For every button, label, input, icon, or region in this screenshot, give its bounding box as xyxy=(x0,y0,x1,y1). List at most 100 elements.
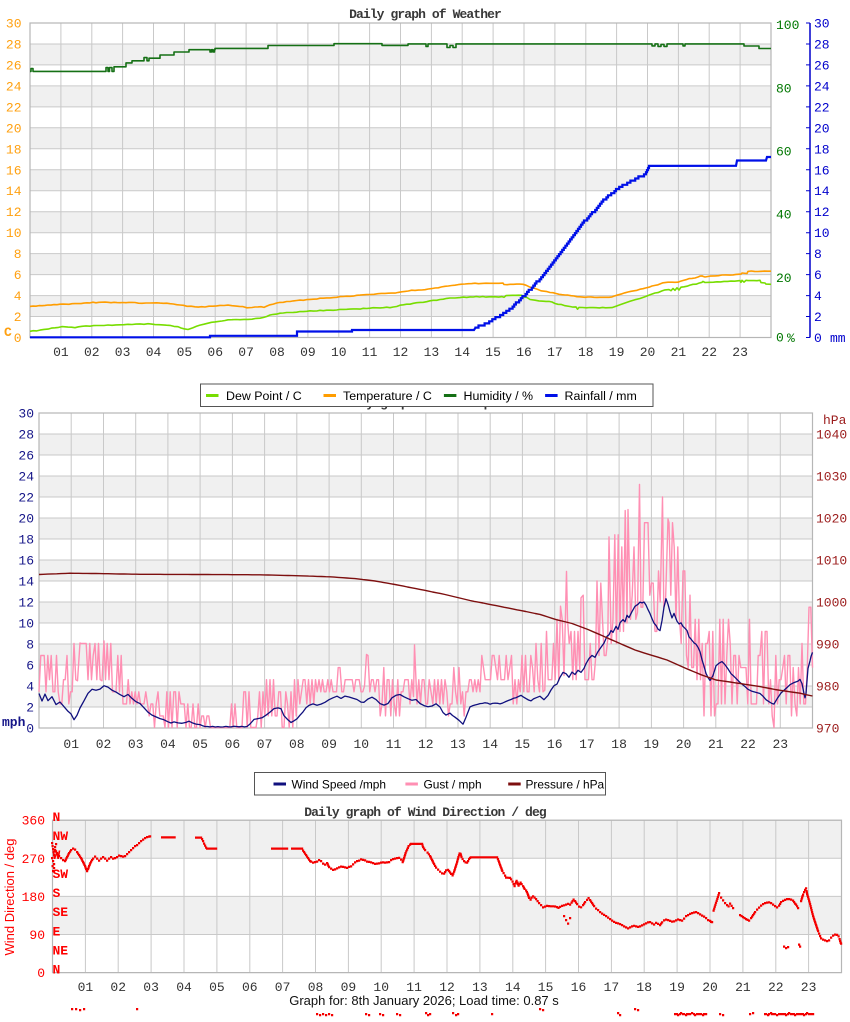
svg-text:Wind Direction / deg: Wind Direction / deg xyxy=(2,838,17,955)
svg-text:06: 06 xyxy=(207,345,223,360)
svg-text:16: 16 xyxy=(516,345,532,360)
svg-text:12: 12 xyxy=(18,596,34,611)
svg-text:21: 21 xyxy=(708,737,724,752)
svg-text:10: 10 xyxy=(373,980,389,995)
svg-text:01: 01 xyxy=(53,345,69,360)
svg-text:24: 24 xyxy=(6,79,22,94)
svg-text:SE: SE xyxy=(53,905,69,920)
svg-text:1040: 1040 xyxy=(816,428,847,443)
svg-text:14: 14 xyxy=(814,184,830,199)
svg-text:hPa: hPa xyxy=(823,413,847,428)
svg-text:8: 8 xyxy=(14,247,22,262)
svg-text:14: 14 xyxy=(482,737,498,752)
svg-text:270: 270 xyxy=(22,852,45,867)
svg-text:20: 20 xyxy=(6,121,22,136)
svg-text:02: 02 xyxy=(84,345,100,360)
svg-text:13: 13 xyxy=(450,737,466,752)
svg-text:80: 80 xyxy=(776,82,792,97)
svg-text:20: 20 xyxy=(640,345,656,360)
svg-text:15: 15 xyxy=(515,737,531,752)
svg-text:05: 05 xyxy=(177,345,193,360)
svg-text:20: 20 xyxy=(702,980,718,995)
svg-text:22: 22 xyxy=(768,980,784,995)
svg-text:22: 22 xyxy=(740,737,756,752)
svg-text:22: 22 xyxy=(18,491,34,506)
svg-text:03: 03 xyxy=(143,980,159,995)
svg-text:17: 17 xyxy=(604,980,620,995)
svg-text:S: S xyxy=(53,886,61,901)
svg-text:4: 4 xyxy=(26,680,34,695)
svg-text:15: 15 xyxy=(485,345,501,360)
svg-text:Daily graph of Weather: Daily graph of Weather xyxy=(349,7,501,22)
svg-text:22: 22 xyxy=(6,100,22,115)
svg-text:23: 23 xyxy=(801,980,817,995)
svg-text:12: 12 xyxy=(6,205,22,220)
svg-text:970: 970 xyxy=(816,722,839,737)
svg-text:20: 20 xyxy=(776,271,792,286)
svg-text:02: 02 xyxy=(110,980,126,995)
svg-text:0: 0 xyxy=(26,722,34,737)
svg-text:24: 24 xyxy=(18,470,34,485)
svg-text:8: 8 xyxy=(26,638,34,653)
svg-text:Wind Speed /mph: Wind Speed /mph xyxy=(292,778,387,792)
svg-text:360: 360 xyxy=(22,814,45,829)
svg-text:12: 12 xyxy=(439,980,455,995)
svg-text:14: 14 xyxy=(454,345,470,360)
svg-text:26: 26 xyxy=(814,58,830,73)
svg-text:Humidity / %: Humidity / % xyxy=(464,389,534,403)
svg-text:17: 17 xyxy=(547,345,563,360)
svg-text:08: 08 xyxy=(269,345,285,360)
svg-text:28: 28 xyxy=(6,38,22,53)
svg-text:1010: 1010 xyxy=(816,554,847,569)
svg-text:26: 26 xyxy=(18,449,34,464)
svg-text:16: 16 xyxy=(814,163,830,178)
svg-text:30: 30 xyxy=(6,17,22,32)
svg-text:07: 07 xyxy=(238,345,254,360)
svg-text:23: 23 xyxy=(732,345,748,360)
svg-text:16: 16 xyxy=(571,980,587,995)
svg-text:11: 11 xyxy=(406,980,422,995)
svg-text:08: 08 xyxy=(308,980,324,995)
svg-text:13: 13 xyxy=(472,980,488,995)
svg-text:C: C xyxy=(4,325,12,340)
svg-text:980: 980 xyxy=(816,680,839,695)
svg-text:18: 18 xyxy=(814,142,830,157)
svg-text:07: 07 xyxy=(275,980,291,995)
svg-text:16: 16 xyxy=(18,554,34,569)
svg-text:20: 20 xyxy=(18,512,34,527)
svg-text:Temperature / C: Temperature / C xyxy=(343,389,432,403)
svg-text:%: % xyxy=(787,331,795,346)
svg-text:10: 10 xyxy=(814,226,830,241)
svg-text:6: 6 xyxy=(814,268,822,283)
svg-text:4: 4 xyxy=(814,289,822,304)
svg-text:28: 28 xyxy=(18,428,34,443)
svg-text:26: 26 xyxy=(6,58,22,73)
svg-text:09: 09 xyxy=(321,737,337,752)
svg-text:N: N xyxy=(53,962,61,977)
svg-text:NW: NW xyxy=(53,829,69,844)
svg-text:6: 6 xyxy=(26,659,34,674)
svg-text:Gust / mph: Gust / mph xyxy=(424,778,482,792)
svg-text:Dew Point / C: Dew Point / C xyxy=(226,389,302,403)
svg-text:24: 24 xyxy=(814,79,830,94)
svg-text:23: 23 xyxy=(772,737,788,752)
svg-text:14: 14 xyxy=(505,980,521,995)
svg-text:6: 6 xyxy=(14,268,22,283)
svg-text:13: 13 xyxy=(424,345,440,360)
svg-text:1020: 1020 xyxy=(816,512,847,527)
svg-text:0: 0 xyxy=(814,331,822,346)
svg-text:mph: mph xyxy=(2,715,26,730)
svg-text:05: 05 xyxy=(209,980,225,995)
svg-text:30: 30 xyxy=(814,17,830,32)
svg-text:14: 14 xyxy=(6,184,22,199)
svg-text:990: 990 xyxy=(816,638,839,653)
svg-text:40: 40 xyxy=(776,208,792,223)
svg-text:N: N xyxy=(53,810,61,825)
svg-text:03: 03 xyxy=(128,737,144,752)
svg-text:10: 10 xyxy=(353,737,369,752)
svg-text:18: 18 xyxy=(6,142,22,157)
svg-text:10: 10 xyxy=(6,226,22,241)
svg-text:03: 03 xyxy=(115,345,131,360)
svg-text:11: 11 xyxy=(362,345,378,360)
svg-text:21: 21 xyxy=(671,345,687,360)
